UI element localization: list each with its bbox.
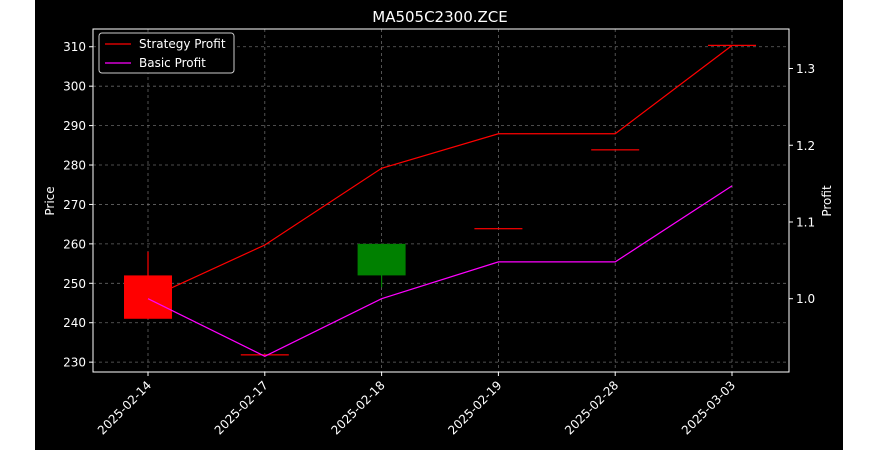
- candle-body-4: [591, 149, 640, 151]
- figure-background: [35, 0, 843, 450]
- y2-tick-label-1: 1.1: [796, 215, 815, 229]
- candle-body-3: [474, 228, 523, 230]
- candle-body-2: [357, 243, 406, 276]
- y2-tick-label-0: 1.0: [796, 292, 815, 306]
- candle-body-1: [240, 354, 289, 356]
- y-tick-label-8: 310: [63, 40, 86, 54]
- chart-title: MA505C2300.ZCE: [372, 8, 507, 26]
- y-tick-label-0: 230: [63, 356, 86, 370]
- legend-label-strategy: Strategy Profit: [139, 37, 226, 51]
- candle-body-0: [124, 275, 172, 319]
- legend: Strategy Profit Basic Profit: [98, 32, 235, 74]
- plot-frame: [92, 28, 790, 373]
- candles: [124, 44, 756, 356]
- y2-tick-label-2: 1.2: [796, 139, 815, 153]
- series-line-0: [147, 45, 733, 300]
- right-axis-ticks: 1.0 1.1 1.2 1.3: [789, 62, 815, 306]
- y-tick-label-5: 280: [63, 159, 86, 173]
- y-tick-label-1: 240: [63, 316, 86, 330]
- y2-axis-label: Profit: [820, 185, 834, 217]
- y-tick-label-4: 270: [63, 198, 86, 212]
- y-tick-label-7: 300: [63, 80, 86, 94]
- series-line-1: [147, 185, 733, 357]
- legend-box: [98, 32, 235, 74]
- legend-label-basic: Basic Profit: [139, 56, 206, 70]
- y-axis-label: Price: [43, 186, 57, 215]
- y2-tick-label-3: 1.3: [796, 62, 815, 76]
- left-axis-ticks: 230 240 250 260 270 280 290 300 310: [63, 40, 93, 370]
- y-tick-label-2: 250: [63, 277, 86, 291]
- y-tick-label-3: 260: [63, 237, 86, 251]
- candle-body-5: [708, 44, 756, 46]
- profit-lines: [147, 45, 733, 357]
- y-tick-label-6: 290: [63, 119, 86, 133]
